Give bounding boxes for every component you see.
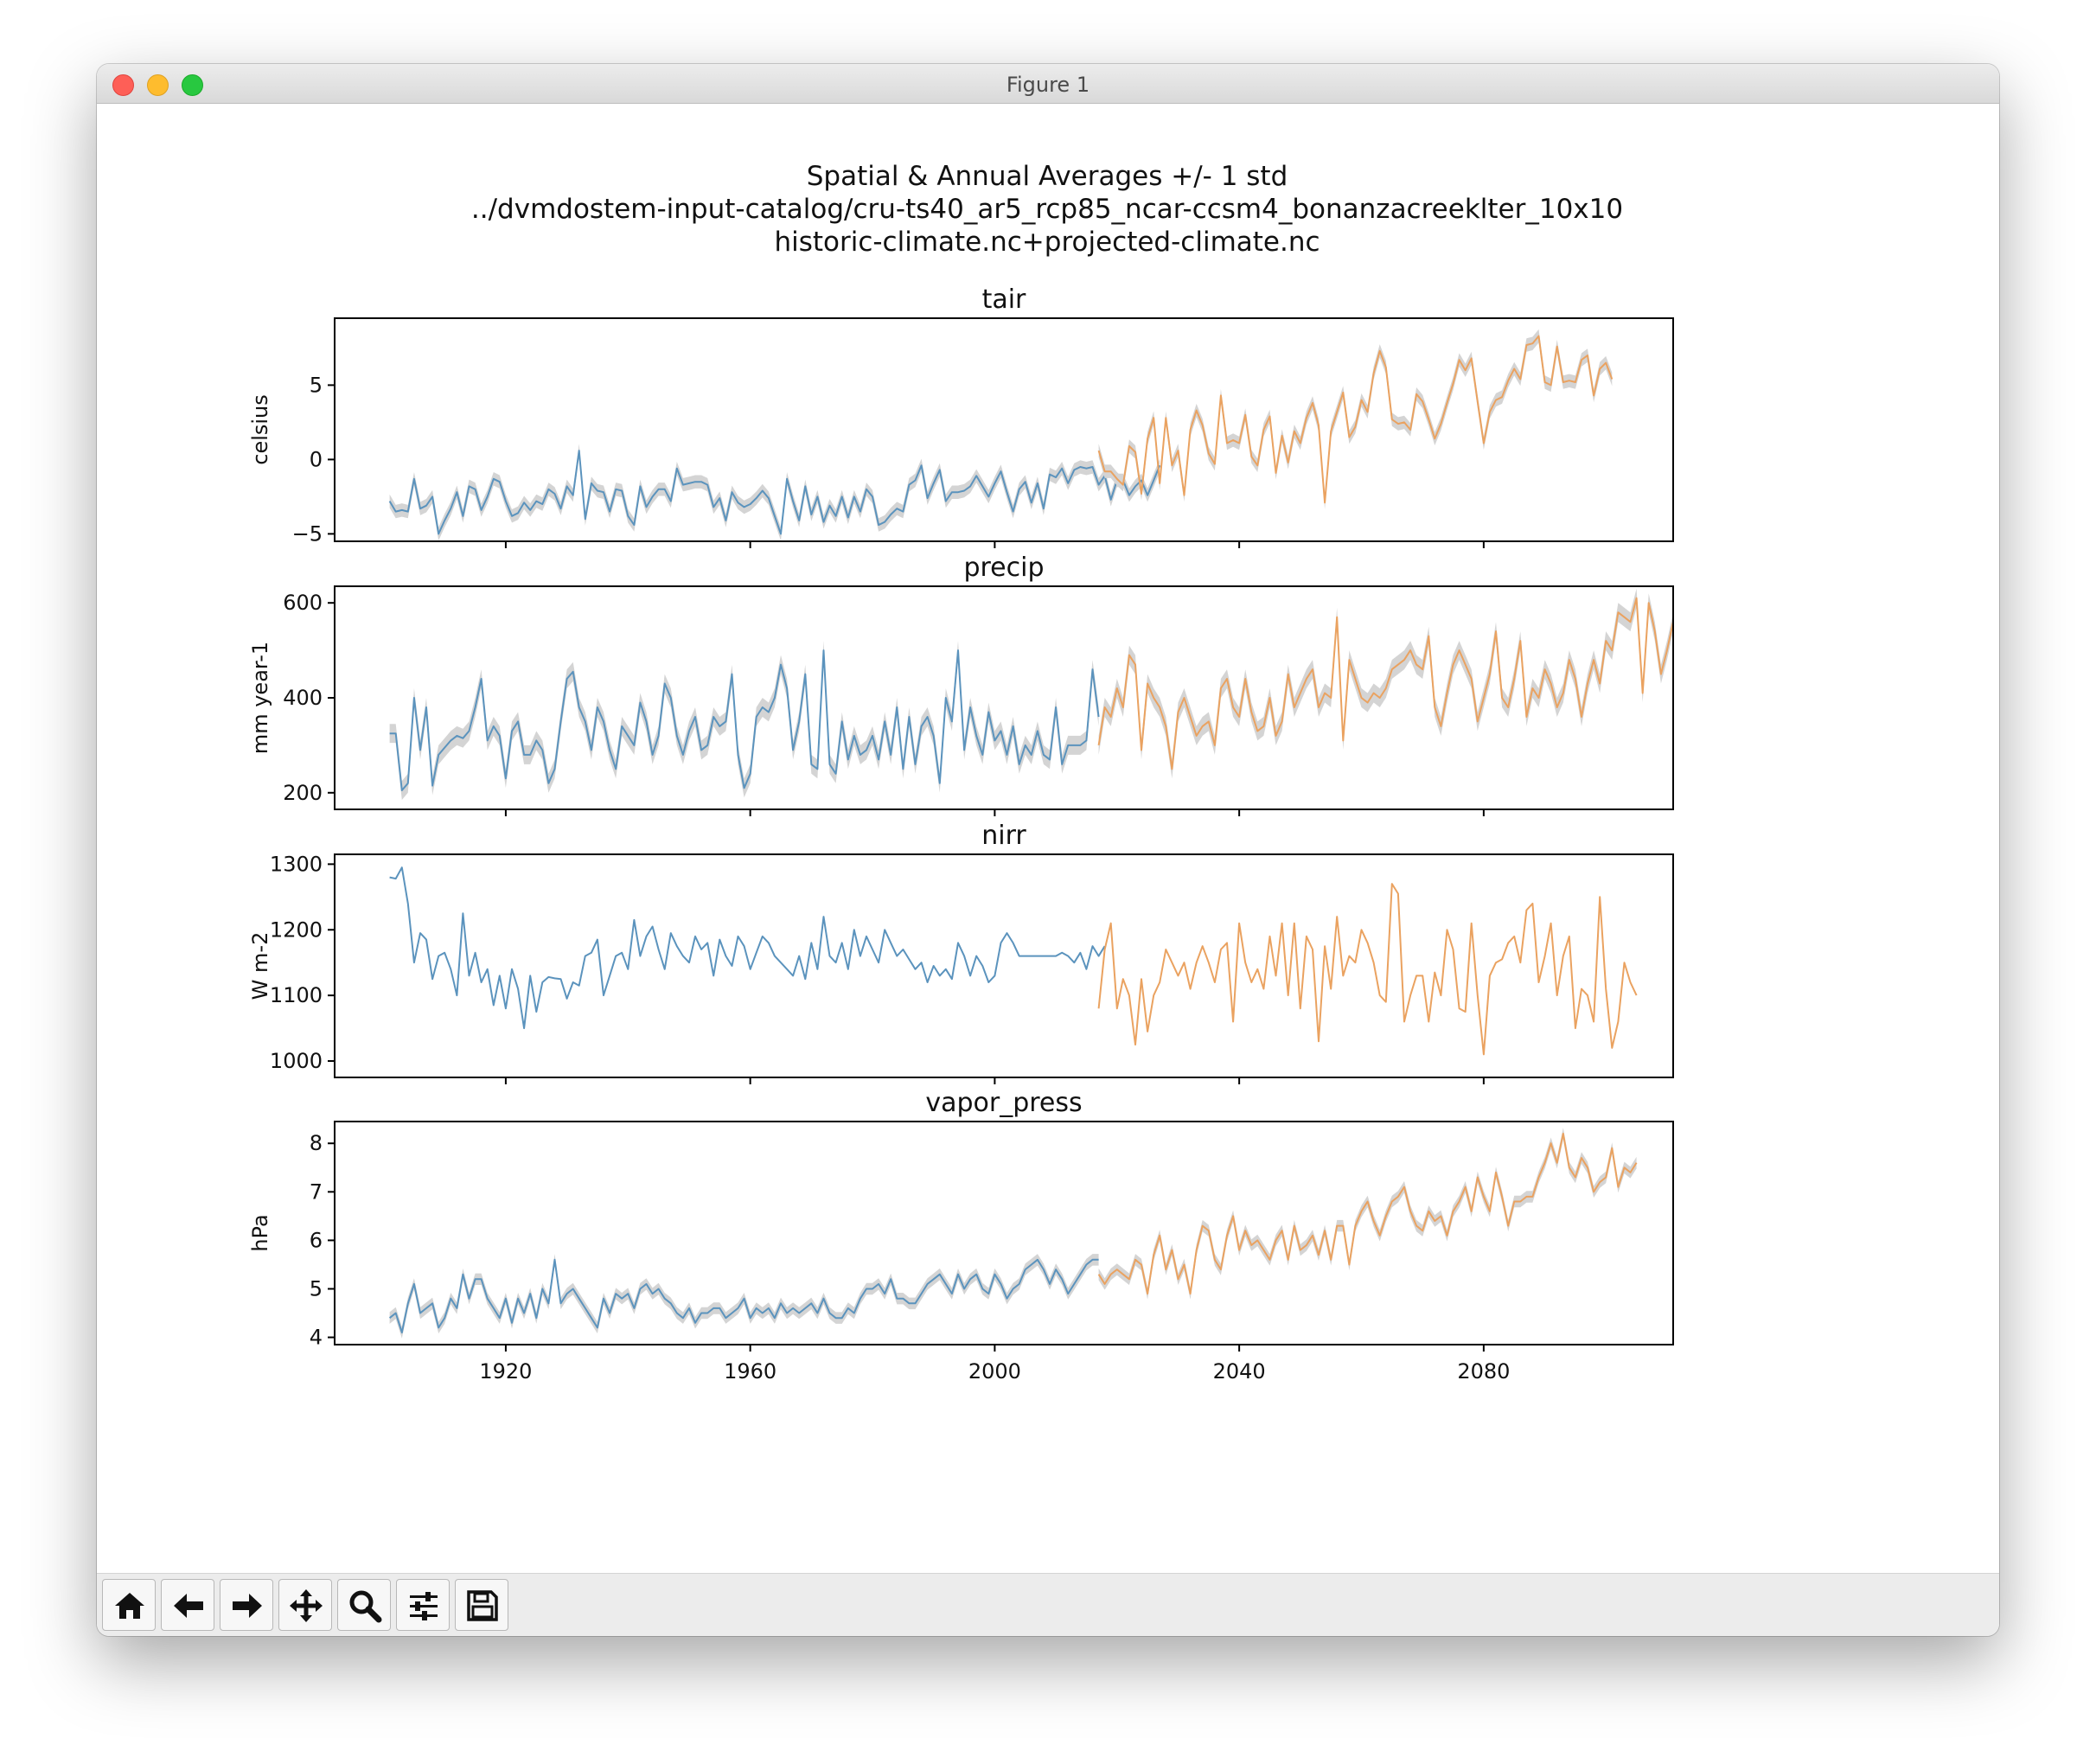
ytick-label-600: 600 xyxy=(283,591,323,615)
figure-canvas[interactable]: Spatial & Annual Averages +/- 1 std ../d… xyxy=(97,104,1999,1574)
axes-frame-precip xyxy=(334,585,1674,810)
ytick-label--5: −5 xyxy=(292,521,323,546)
std-band-historic-tair xyxy=(389,444,1160,541)
std-band-historic-vapor_press xyxy=(389,1254,1099,1339)
subplot-title-tair: tair xyxy=(982,284,1026,315)
subplot-nirr: nirr W m-2 1000 1100 1200 1300 xyxy=(248,821,1674,1084)
ytick-label-1100: 1100 xyxy=(270,983,323,1007)
ytick-label-8: 8 xyxy=(310,1131,323,1155)
navigation-toolbar xyxy=(97,1573,1999,1636)
ylabel-precip: mm year-1 xyxy=(248,642,272,754)
series-line-historic-tair xyxy=(388,450,1161,535)
std-band-historic-precip xyxy=(389,641,1099,800)
subplots: tair celsius −5 0 5 precip mm year-1 200 400 600 n… xyxy=(248,284,1674,1384)
subplot-title-vapor_press: vapor_press xyxy=(925,1088,1082,1118)
std-band-projected-vapor_press xyxy=(1098,1128,1637,1300)
ytick-label-6: 6 xyxy=(310,1228,323,1252)
forward-button[interactable] xyxy=(220,1579,273,1631)
xtick-label-2080: 2080 xyxy=(1457,1359,1510,1384)
home-button[interactable] xyxy=(102,1579,156,1631)
ytick-label-1200: 1200 xyxy=(270,917,323,942)
series-line-projected-vapor_press xyxy=(1097,1133,1638,1295)
home-icon xyxy=(115,1593,144,1619)
ytick-label-5: 5 xyxy=(310,373,323,397)
ytick-label-400: 400 xyxy=(283,686,323,710)
xtick-label-1920: 1920 xyxy=(479,1359,532,1384)
close-window-button[interactable] xyxy=(112,74,134,96)
axes-frame-vapor_press xyxy=(334,1121,1674,1345)
subplot-title-nirr: nirr xyxy=(981,821,1026,851)
series-line-projected-precip xyxy=(1097,597,1674,770)
ylabel-nirr: W m-2 xyxy=(248,932,272,1000)
back-button[interactable] xyxy=(161,1579,214,1631)
series-line-historic-precip xyxy=(389,649,1100,791)
arrow-right-icon xyxy=(233,1594,262,1618)
magnifier-icon xyxy=(349,1590,382,1623)
series-line-projected-tair xyxy=(1097,335,1614,504)
floppy-disk-icon xyxy=(467,1590,498,1621)
axes-frame-tair xyxy=(334,317,1674,542)
subplot-vapor_press: vapor_press hPa 4 5 6 7 8 1920 1960 2000 2040 2080 xyxy=(248,1088,1674,1384)
figure-suptitle-line-2: ../dvmdostem-input-catalog/cru-ts40_ar5_… xyxy=(471,194,1623,225)
series-line-historic-nirr xyxy=(389,866,1106,1030)
pan-button[interactable] xyxy=(278,1579,332,1631)
subplot-tair: tair celsius −5 0 5 xyxy=(248,284,1674,548)
ytick-label-1000: 1000 xyxy=(270,1049,323,1073)
figure-suptitle-line-1: Spatial & Annual Averages +/- 1 std xyxy=(807,161,1288,192)
ylabel-vapor_press: hPa xyxy=(248,1214,272,1251)
figure-window: Figure 1 Spatial & Annual Averages +/- 1… xyxy=(97,64,1999,1636)
ytick-label-4: 4 xyxy=(310,1326,323,1350)
subplot-title-precip: precip xyxy=(963,553,1044,583)
figure-suptitle-line-3: historic-climate.nc+projected-climate.nc xyxy=(774,227,1320,258)
axes-frame-nirr xyxy=(334,853,1674,1078)
title-bar[interactable]: Figure 1 xyxy=(97,64,1999,104)
xtick-label-2000: 2000 xyxy=(968,1359,1021,1384)
xtick-label-1960: 1960 xyxy=(724,1359,776,1384)
sliders-icon xyxy=(410,1592,438,1620)
series-line-projected-nirr xyxy=(1097,883,1638,1056)
ytick-label-5: 5 xyxy=(310,1277,323,1301)
figure-svg: Spatial & Annual Averages +/- 1 std ../d… xyxy=(248,161,1674,1384)
minimize-window-button[interactable] xyxy=(147,74,169,96)
arrow-left-icon xyxy=(174,1594,203,1618)
series-line-historic-vapor_press xyxy=(388,1258,1099,1333)
std-band-projected-tair xyxy=(1098,329,1613,509)
ytick-label-1300: 1300 xyxy=(270,852,323,876)
save-button[interactable] xyxy=(455,1579,508,1631)
ylabel-tair: celsius xyxy=(248,394,272,465)
ytick-label-200: 200 xyxy=(283,781,323,805)
xtick-label-2040: 2040 xyxy=(1213,1359,1266,1384)
move-icon xyxy=(290,1589,323,1622)
std-band-projected-precip xyxy=(1098,588,1673,779)
window-title: Figure 1 xyxy=(1006,73,1090,97)
ytick-label-0: 0 xyxy=(310,447,323,471)
subplot-precip: precip mm year-1 200 400 600 xyxy=(248,553,1674,816)
ytick-label-7: 7 xyxy=(310,1179,323,1204)
zoom-window-button[interactable] xyxy=(182,74,203,96)
zoom-button[interactable] xyxy=(337,1579,391,1631)
configure-subplots-button[interactable] xyxy=(396,1579,450,1631)
